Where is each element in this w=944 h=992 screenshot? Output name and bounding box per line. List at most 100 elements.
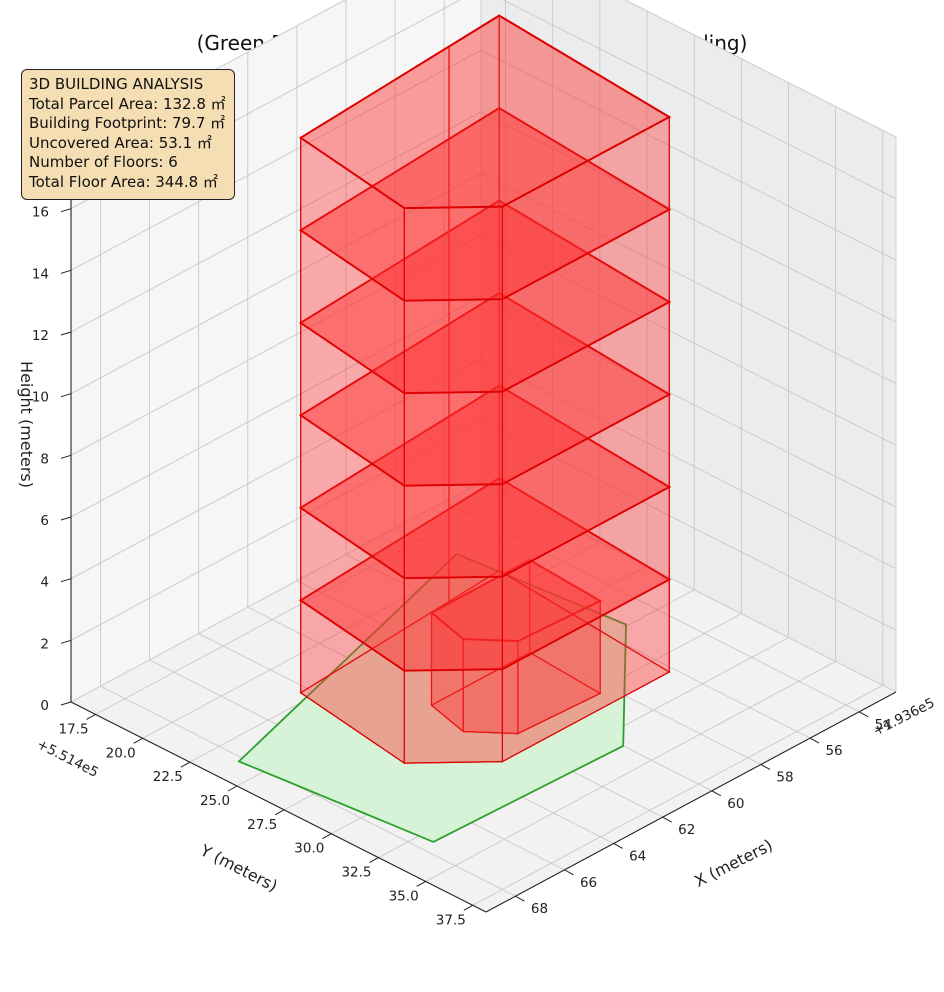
building-floor-4-side — [403, 390, 503, 487]
grid-line-z-left — [70, 481, 482, 703]
y-tick-label: 17.5 — [58, 721, 88, 737]
info-box-title: 3D BUILDING ANALYSIS — [29, 75, 204, 93]
right-back-pane — [481, 0, 896, 692]
y-tick-label: 32.5 — [341, 865, 371, 881]
z-tick-label: 14 — [32, 266, 49, 282]
building-floor-2-side — [403, 575, 503, 672]
grid-line-y-floor — [472, 684, 884, 906]
y-tick-label: 35.0 — [389, 888, 419, 904]
building-floor-1-side — [403, 668, 503, 764]
grid-line-z-right — [480, 296, 897, 508]
grid-line-z-left — [70, 111, 482, 333]
x-tick-mark — [662, 816, 673, 823]
grid-line-z-right — [480, 49, 897, 261]
x-tick-label: 66 — [580, 875, 597, 891]
z-tick-label: 0 — [40, 698, 49, 714]
x-tick-mark — [858, 711, 869, 718]
x-axis-title: X (meters) — [691, 835, 775, 891]
x-tick-label: 64 — [629, 848, 646, 864]
info-line-footprint: Building Footprint: 79.7 ㎡ — [29, 114, 226, 133]
y-tick-label: 30.0 — [294, 841, 324, 857]
x-tick-label: 58 — [776, 769, 793, 785]
y-tick-label: 25.0 — [200, 793, 230, 809]
z-tick-mark — [60, 516, 72, 521]
grid-line-z-left — [70, 49, 482, 271]
y-tick-label: 20.0 — [106, 745, 136, 761]
y-tick-mark — [86, 713, 96, 720]
z-tick-mark — [60, 393, 72, 398]
grid-line-z-left — [70, 234, 482, 456]
z-tick-mark — [60, 331, 72, 336]
z-tick-mark — [60, 208, 72, 213]
x-tick-mark — [760, 764, 771, 770]
grid-line-x-floor — [100, 685, 516, 897]
y-tick-mark — [274, 809, 285, 816]
grid-line-z-left — [70, 419, 482, 641]
pane-edge — [624, 0, 897, 138]
x-tick-mark — [809, 737, 820, 744]
y-tick-label: 37.5 — [436, 912, 466, 928]
info-line-floor-area: Total Floor Area: 344.8 ㎡ — [29, 172, 218, 191]
grid-line-z-right — [480, 173, 897, 385]
building-floor-6-top — [298, 14, 672, 210]
z-axis-title: Height (meters) — [17, 361, 36, 488]
z-tick-label: 12 — [32, 328, 49, 344]
z-tick-label: 16 — [32, 205, 49, 221]
z-tick-mark — [60, 269, 72, 274]
x-tick-mark — [711, 790, 722, 797]
z-tick-mark — [60, 578, 72, 583]
grid-line-z-right — [480, 358, 897, 570]
building-floor-6-side — [403, 205, 503, 302]
y-axis-line — [70, 701, 487, 913]
x-tick-mark — [564, 869, 574, 876]
grid-line-z-right — [480, 419, 897, 631]
x-tick-label: 56 — [825, 743, 842, 759]
grid-line-z-right — [480, 111, 897, 323]
grid-line-z-left — [70, 173, 482, 395]
info-line-parcel-area: Total Parcel Area: 132.8 ㎡ — [29, 94, 226, 113]
y-tick-mark — [180, 761, 191, 768]
grid-line-z-left — [70, 358, 482, 580]
chart-marks — [237, 14, 672, 843]
y-tick-mark — [322, 833, 332, 840]
y-tick-mark — [416, 881, 426, 887]
grid-line-z-right — [502, 0, 897, 200]
y-tick-mark — [463, 904, 474, 911]
x-tick-label: 60 — [727, 796, 744, 812]
analysis-info-box: 3D BUILDING ANALYSIS Total Parcel Area: … — [21, 69, 235, 200]
y-tick-label: 27.5 — [247, 817, 277, 833]
y-offset-label: +5.514e5 — [34, 736, 101, 781]
grid-line-z-left — [70, 296, 482, 518]
y-tick-mark — [369, 857, 379, 864]
z-tick-label: 2 — [40, 636, 49, 652]
building-annex-top — [429, 558, 603, 643]
x-tick-label: 54 — [875, 717, 892, 733]
building-floor-5-side — [403, 298, 503, 394]
grid-line-x-floor — [443, 501, 860, 713]
z-tick-mark — [60, 639, 72, 644]
building-floor-3-side — [403, 483, 503, 579]
z-tick-label: 10 — [32, 390, 49, 406]
y-tick-label: 22.5 — [153, 769, 183, 785]
z-tick-label: 8 — [40, 451, 49, 467]
info-line-uncovered-area: Uncovered Area: 53.1 ㎡ — [29, 133, 212, 152]
x-tick-mark — [515, 895, 525, 902]
z-tick-label: 4 — [40, 575, 49, 591]
x-tick-mark — [613, 843, 623, 849]
x-tick-label: 68 — [531, 901, 548, 917]
grid-line-y-floor — [142, 517, 553, 739]
x-tick-label: 62 — [678, 822, 695, 838]
z-tick-mark — [60, 454, 72, 459]
x-axis-line — [485, 691, 897, 913]
z-tick-label: 6 — [40, 513, 49, 529]
y-tick-mark — [133, 737, 143, 744]
z-tick-mark — [60, 701, 72, 706]
grid-line-y-floor — [425, 661, 836, 882]
grid-line-z-right — [480, 481, 897, 693]
y-axis-title: Y (meters) — [196, 840, 280, 895]
y-tick-mark — [227, 785, 238, 792]
grid-line-z-right — [480, 234, 897, 446]
axis-lines — [60, 146, 897, 913]
info-line-floors: Number of Floors: 6 — [29, 153, 178, 172]
